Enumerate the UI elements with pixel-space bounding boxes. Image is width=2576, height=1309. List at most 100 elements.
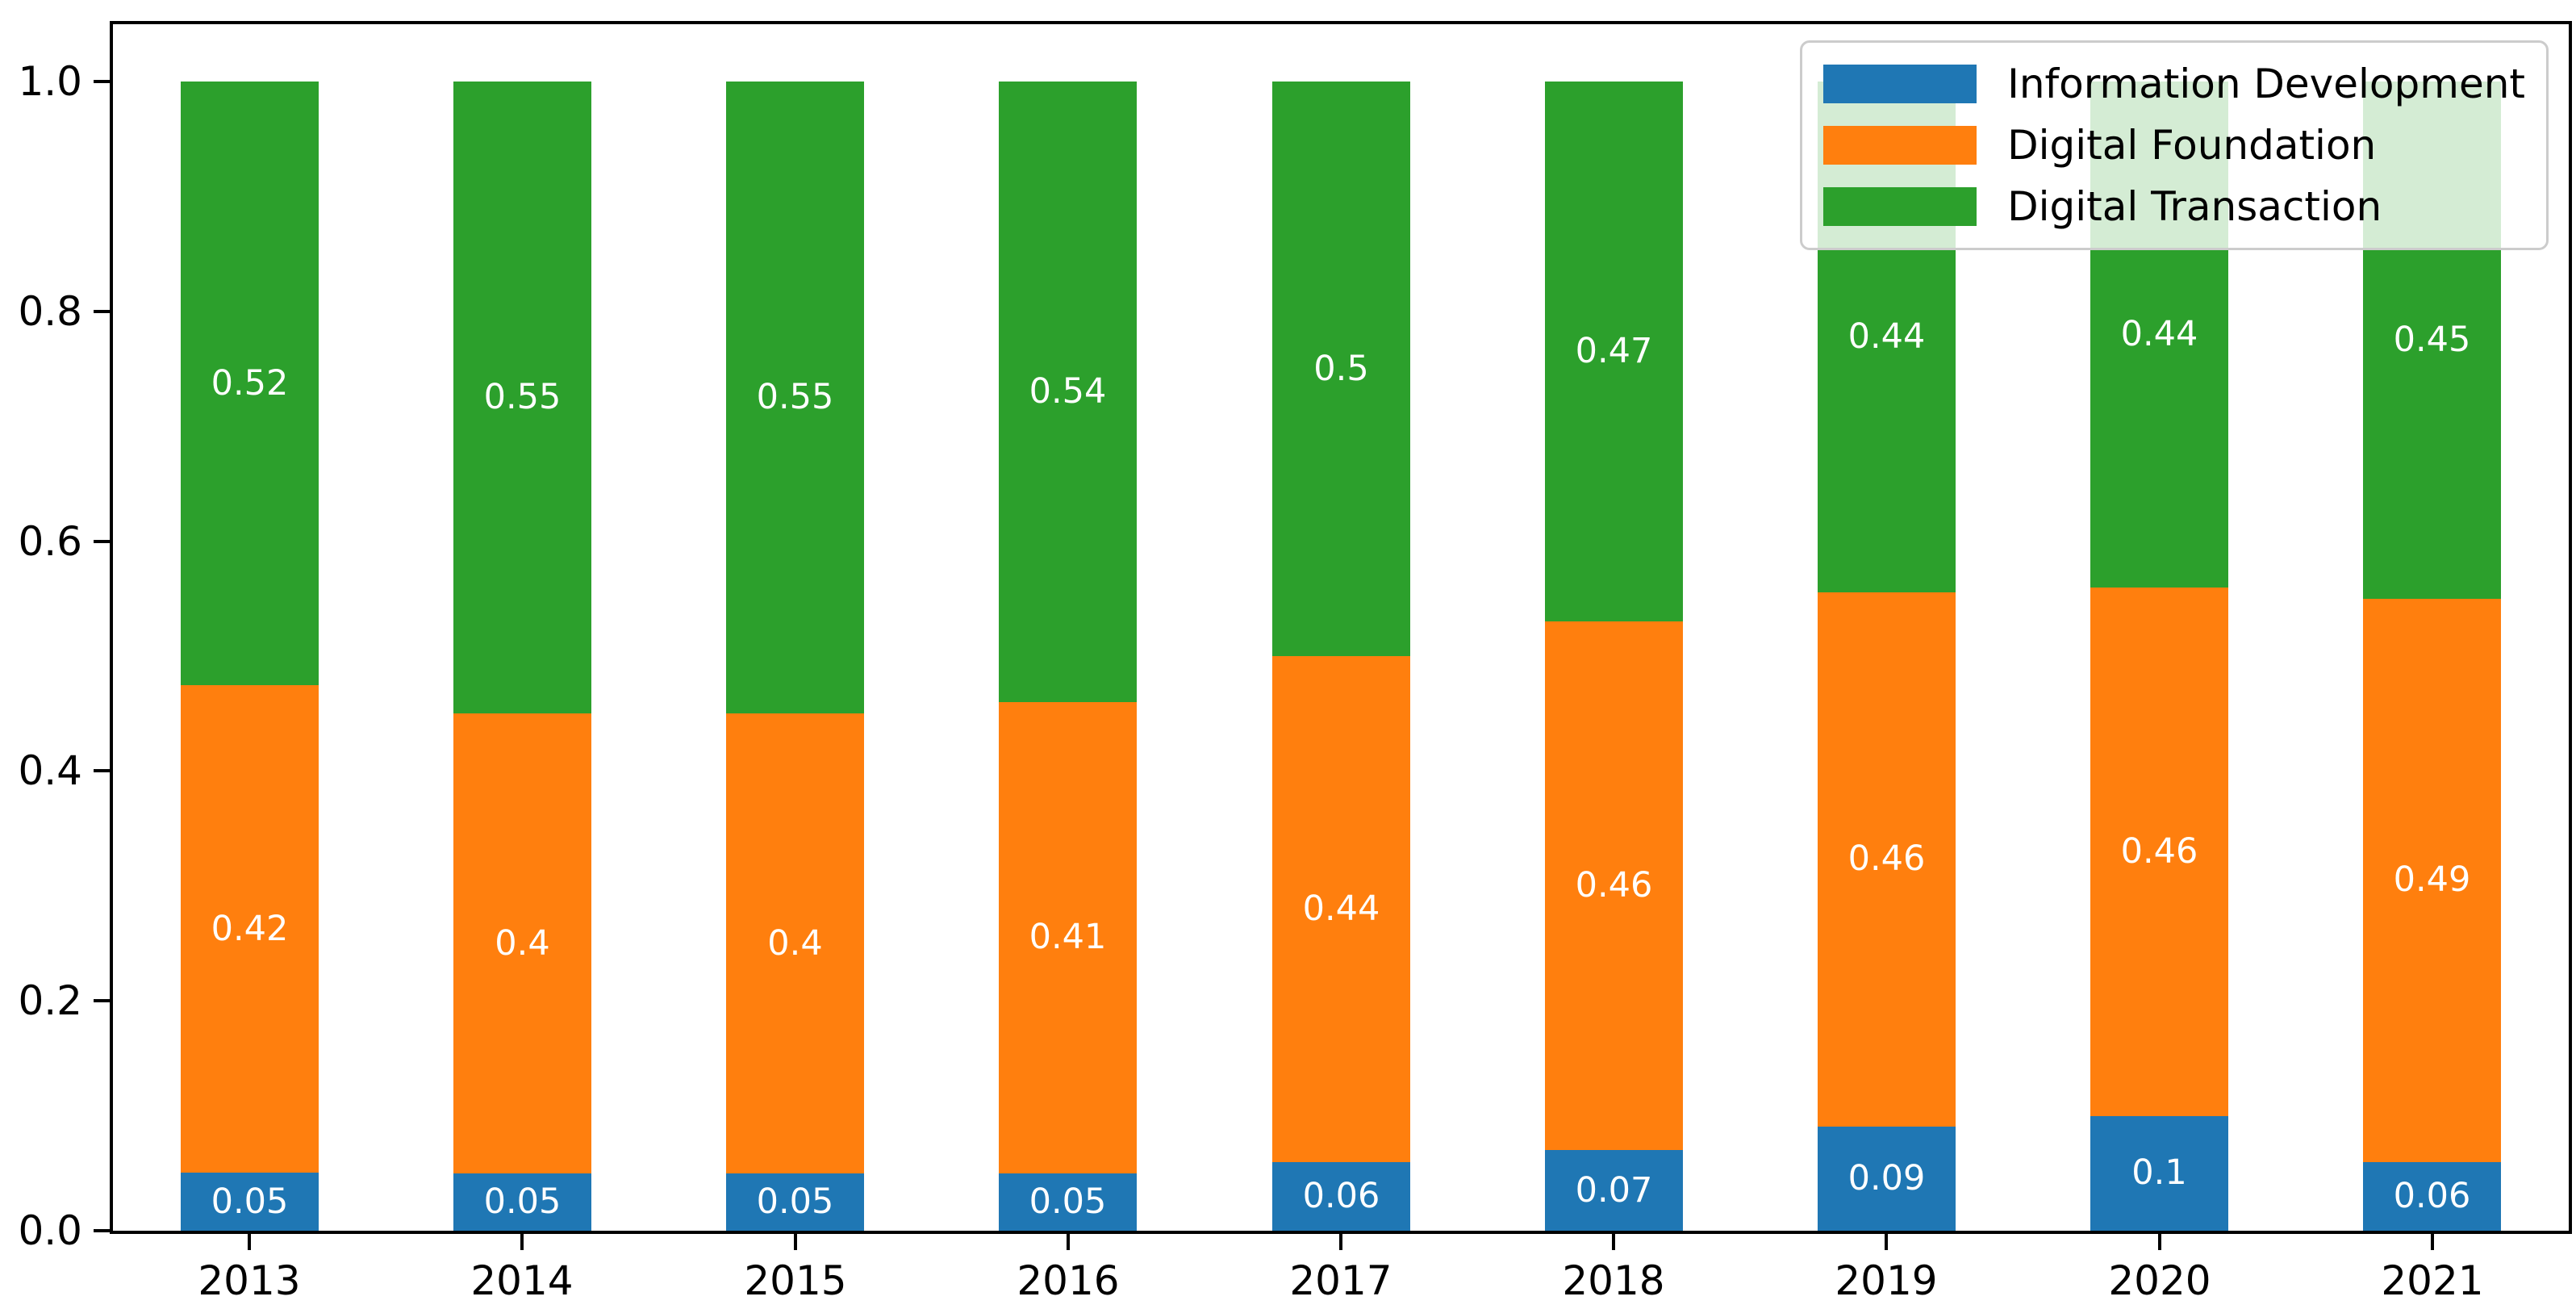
legend: Information Development Digital Foundati…: [1800, 40, 2549, 250]
bar-segment: 0.5: [1272, 82, 1410, 657]
bar-2014: 0.05 0.4 0.55: [453, 82, 591, 1231]
legend-item: Digital Transaction: [1823, 182, 2525, 232]
bar-segment: 0.1: [2090, 1115, 2228, 1231]
bar-value-label: 0.46: [1575, 865, 1653, 906]
y-tick-mark: [94, 999, 110, 1002]
bar-value-label: 0.4: [495, 922, 550, 964]
bar-segment: 0.44: [1272, 656, 1410, 1162]
bar-value-label: 0.54: [1029, 371, 1107, 412]
y-tick-label-0.8: 0.8: [18, 288, 82, 335]
bar-2021: 0.06 0.49 0.45: [2363, 82, 2501, 1231]
y-tick-mark: [94, 80, 110, 83]
bar-2018: 0.07 0.46 0.47: [1545, 82, 1683, 1231]
bar-segment: 0.09: [1818, 1126, 1956, 1231]
x-tick-label-2017: 2017: [1289, 1257, 1392, 1304]
bar-value-label: 0.55: [756, 377, 834, 418]
bar-value-label: 0.09: [1847, 1157, 1926, 1198]
bar-segment: 0.55: [726, 82, 864, 714]
legend-swatch-information-development: [1823, 65, 1977, 103]
bar-segment: 0.42: [181, 685, 319, 1173]
bar-segment: 0.54: [999, 82, 1137, 703]
bar-value-label: 0.5: [1313, 348, 1369, 389]
bar-segment: 0.46: [1818, 592, 1956, 1127]
x-tick-label-2020: 2020: [2108, 1257, 2211, 1304]
bar-segment: 0.46: [2090, 587, 2228, 1116]
x-tick-label-2013: 2013: [198, 1257, 301, 1304]
bar-2019: 0.09 0.46 0.44: [1818, 82, 1956, 1231]
y-tick-mark: [94, 769, 110, 772]
bar-value-label: 0.52: [211, 362, 289, 404]
bar-segment: 0.05: [999, 1173, 1137, 1231]
bar-segment: 0.55: [453, 82, 591, 714]
bar-value-label: 0.44: [2120, 313, 2198, 354]
bar-value-label: 0.05: [211, 1181, 289, 1222]
legend-label: Information Development: [2007, 61, 2525, 107]
x-tick-mark: [1612, 1234, 1615, 1250]
bar-segment: 0.41: [999, 702, 1137, 1173]
bar-value-label: 0.05: [756, 1181, 834, 1222]
bar-value-label: 0.05: [483, 1181, 562, 1222]
x-tick-mark: [2158, 1234, 2161, 1250]
bar-value-label: 0.42: [211, 908, 289, 949]
bar-value-label: 0.1: [2131, 1152, 2187, 1194]
bar-2016: 0.05 0.41 0.54: [999, 82, 1137, 1231]
legend-label: Digital Transaction: [2007, 183, 2382, 230]
bar-value-label: 0.46: [1847, 839, 1926, 880]
bar-value-label: 0.06: [1302, 1175, 1380, 1216]
x-tick-label-2016: 2016: [1017, 1257, 1120, 1304]
y-tick-mark: [94, 310, 110, 313]
bar-segment: 0.06: [2363, 1161, 2501, 1231]
bar-segment: 0.05: [726, 1173, 864, 1231]
bar-2015: 0.05 0.4 0.55: [726, 82, 864, 1231]
legend-swatch-digital-transaction: [1823, 187, 1977, 226]
bar-value-label: 0.49: [2393, 859, 2471, 901]
x-tick-mark: [1885, 1234, 1888, 1250]
bar-segment: 0.07: [1545, 1150, 1683, 1231]
x-tick-label-2021: 2021: [2381, 1257, 2484, 1304]
bar-value-label: 0.06: [2393, 1175, 2471, 1216]
x-tick-label-2018: 2018: [1562, 1257, 1665, 1304]
bar-2017: 0.06 0.44 0.5: [1272, 82, 1410, 1231]
bar-value-label: 0.45: [2393, 320, 2471, 361]
bar-segment: 0.4: [453, 713, 591, 1173]
y-tick-mark: [94, 540, 110, 543]
x-tick-label-2014: 2014: [470, 1257, 574, 1304]
bar-segment: 0.47: [1545, 82, 1683, 622]
bar-segment: 0.05: [453, 1173, 591, 1231]
bar-segment: 0.52: [181, 82, 319, 686]
bar-value-label: 0.05: [1029, 1181, 1107, 1222]
legend-item: Information Development: [1823, 59, 2525, 109]
legend-swatch-digital-foundation: [1823, 126, 1977, 165]
bar-segment: 0.46: [1545, 621, 1683, 1151]
bar-segment: 0.05: [181, 1173, 319, 1231]
y-tick-label-0.0: 0.0: [18, 1207, 82, 1254]
x-tick-label-2019: 2019: [1835, 1257, 1938, 1304]
y-tick-label-0.4: 0.4: [18, 747, 82, 794]
x-tick-mark: [520, 1234, 524, 1250]
bar-2013: 0.05 0.42 0.52: [181, 82, 319, 1231]
y-tick-label-1.0: 1.0: [18, 58, 82, 105]
bar-value-label: 0.4: [767, 922, 823, 964]
bar-value-label: 0.44: [1847, 316, 1926, 358]
x-tick-mark: [1339, 1234, 1342, 1250]
bar-value-label: 0.41: [1029, 917, 1107, 958]
bar-value-label: 0.47: [1575, 331, 1653, 372]
x-tick-mark: [794, 1234, 797, 1250]
legend-item: Digital Foundation: [1823, 120, 2525, 170]
bar-segment: 0.06: [1272, 1161, 1410, 1231]
x-tick-mark: [2431, 1234, 2434, 1250]
x-tick-label-2015: 2015: [744, 1257, 847, 1304]
plot-area: 0.05 0.42 0.52 0.05 0.4 0.55 0.05 0.4 0.55 0.05 0.…: [113, 24, 2569, 1231]
y-tick-mark: [94, 1229, 110, 1232]
y-tick-label-0.2: 0.2: [18, 977, 82, 1024]
x-tick-mark: [1067, 1234, 1070, 1250]
y-tick-label-0.6: 0.6: [18, 518, 82, 565]
legend-label: Digital Foundation: [2007, 122, 2377, 169]
bar-value-label: 0.55: [483, 377, 562, 418]
bar-segment: 0.49: [2363, 598, 2501, 1162]
bar-value-label: 0.07: [1575, 1169, 1653, 1211]
bar-value-label: 0.44: [1302, 888, 1380, 929]
bar-segment: 0.4: [726, 713, 864, 1173]
bar-value-label: 0.46: [2120, 830, 2198, 872]
